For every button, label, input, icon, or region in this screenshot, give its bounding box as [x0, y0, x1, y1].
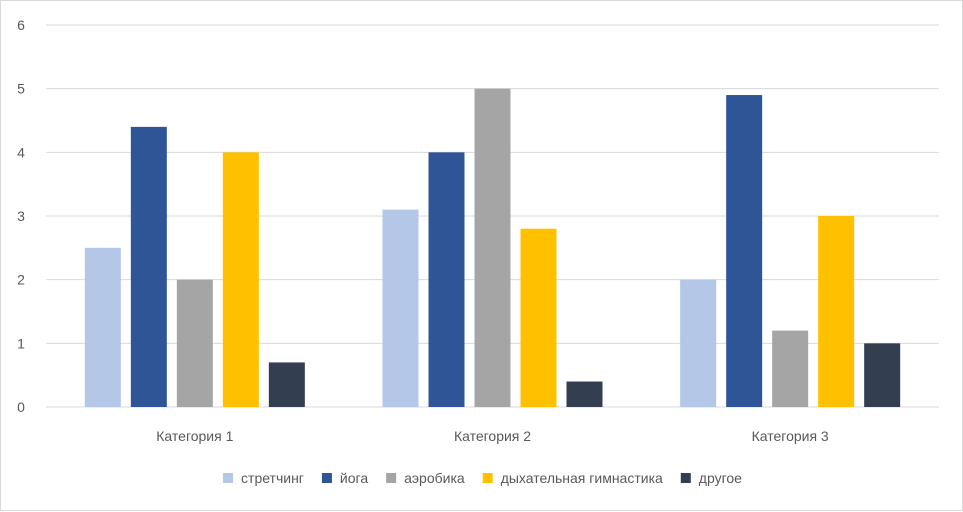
bar-3-5: [864, 343, 901, 407]
legend-swatch-5: [680, 473, 691, 483]
bar-1-2: [130, 126, 167, 407]
bar-2-2: [428, 152, 465, 407]
bar-2-5: [566, 381, 603, 407]
bar-2-4: [520, 228, 557, 407]
legend-label-5: другое: [699, 470, 742, 486]
bar-1-5: [268, 362, 305, 407]
legend-label-4: дыхательная гимнастика: [501, 470, 663, 486]
x-category-label-2: Категория 2: [454, 428, 531, 444]
bar-2-3: [474, 88, 511, 408]
y-tick-label-4: 4: [17, 144, 25, 160]
legend-swatch-2: [321, 473, 332, 483]
x-category-label-1: Категория 1: [156, 428, 233, 444]
bar-1-3: [176, 279, 213, 407]
y-tick-label-0: 0: [17, 399, 25, 415]
y-tick-label-1: 1: [17, 335, 25, 351]
bar-3-3: [772, 330, 809, 407]
legend-label-1: стретчинг: [241, 470, 304, 486]
legend-swatch-1: [223, 473, 234, 483]
bar-1-1: [84, 247, 121, 407]
legend-label-3: аэробика: [404, 470, 465, 486]
y-tick-label-6: 6: [17, 17, 25, 33]
legend-swatch-3: [386, 473, 397, 483]
x-category-label-3: Категория 3: [752, 428, 829, 444]
y-tick-label-3: 3: [17, 208, 25, 224]
bar-3-1: [680, 279, 717, 407]
y-tick-label-5: 5: [17, 81, 25, 97]
legend-label-2: йога: [340, 470, 368, 486]
bar-3-2: [726, 95, 763, 408]
bar-3-4: [818, 216, 855, 407]
bar-1-4: [222, 152, 259, 407]
legend-swatch-4: [482, 473, 493, 483]
y-tick-label-2: 2: [17, 272, 25, 288]
bar-2-1: [382, 209, 419, 407]
